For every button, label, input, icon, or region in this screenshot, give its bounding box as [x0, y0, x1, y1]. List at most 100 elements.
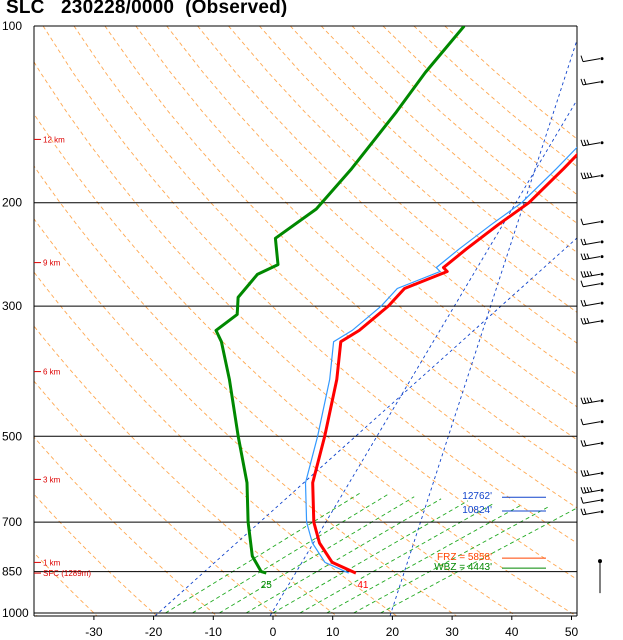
temperature-tick-label: -30 — [85, 625, 103, 639]
wind-barb-flag — [583, 317, 587, 324]
temperature-tick-label: 10 — [326, 625, 340, 639]
height-label: 12 km — [43, 135, 65, 144]
mixing-ratio-line — [154, 237, 577, 616]
pressure-tick-label: 1000 — [2, 606, 29, 620]
moist-adiabat-line — [165, 492, 361, 614]
surface-wind-station — [598, 559, 602, 564]
wind-barb-station — [600, 488, 604, 492]
dry-adiabat-line — [42, 26, 577, 544]
wind-barb-flag — [589, 271, 593, 277]
wind-barbs — [580, 55, 604, 594]
wind-barb — [580, 55, 604, 63]
moist-adiabat-line — [299, 502, 496, 614]
wind-barb-flag — [580, 418, 584, 425]
wind-barb-flag — [580, 271, 584, 278]
wind-barb-flag — [580, 508, 584, 515]
temperature-tick-label: 20 — [386, 625, 400, 639]
wind-barb-flag — [586, 271, 590, 277]
wind-barb-flag — [583, 299, 587, 306]
wind-barb-station — [600, 510, 604, 514]
wind-barb — [580, 418, 604, 426]
wind-barb-station — [600, 301, 604, 305]
wind-barb-station — [600, 420, 604, 424]
wind-barb-station — [600, 240, 604, 244]
dry-adiabat-line — [34, 113, 577, 616]
dry-adiabat-line — [34, 436, 218, 616]
wind-barb-station — [600, 80, 604, 84]
wind-barb — [580, 486, 604, 494]
wind-barb-station — [600, 174, 604, 178]
wind-barb-flag — [580, 317, 584, 325]
wind-barb-station — [600, 282, 604, 286]
wind-barb-flag — [580, 55, 584, 62]
wind-barb-station — [600, 57, 604, 61]
wind-barb-station — [600, 471, 604, 475]
wind-barb-flag — [586, 172, 590, 178]
height-label: 9 km — [43, 259, 61, 268]
dry-adiabat-line — [197, 26, 577, 376]
wind-barb-flag — [580, 299, 584, 307]
surface-temperature-label: 41 — [357, 580, 369, 591]
mixing-ratio-line — [269, 99, 577, 616]
moist-adiabat-line — [192, 494, 388, 614]
axes: -30 -20 -10 0 10 20 30 40 50 — [33, 26, 579, 639]
dry-adiabat-line — [34, 612, 38, 616]
dry-adiabat-line — [289, 26, 577, 283]
pressure-tick-label: 500 — [2, 429, 22, 443]
wind-barb-flag — [586, 317, 590, 324]
dry-adiabat-line — [34, 552, 98, 616]
wind-barb — [580, 271, 604, 278]
wind-barb-station — [600, 272, 604, 276]
wind-barb-station — [600, 441, 604, 445]
dry-adiabat-line — [228, 26, 577, 344]
dry-adiabat-line — [34, 61, 577, 580]
wind-barb-flag — [586, 397, 590, 403]
wind-barb — [580, 280, 604, 288]
height-label: 1 km — [43, 558, 61, 567]
dry-adiabat-line — [34, 271, 398, 616]
height-label: 6 km — [43, 368, 61, 377]
wind-barb — [580, 317, 604, 325]
wind-barb-flag — [580, 139, 584, 146]
level-indicator-label: 12762' — [462, 491, 492, 502]
wind-barb-flag — [586, 470, 590, 476]
wind-barb-station — [600, 498, 604, 502]
wind-barb — [580, 238, 604, 246]
dry-adiabat-line — [382, 26, 577, 196]
wind-barb — [580, 440, 604, 447]
wind-barb-flag — [589, 397, 593, 403]
moist-adiabat-line — [380, 508, 576, 614]
height-labels: 12 km 9 km 6 km 3 km 1 km SFC (1289m) — [34, 135, 91, 578]
wind-barb — [580, 397, 604, 405]
wind-barb-flag — [583, 172, 587, 179]
adiabat-lines — [34, 26, 577, 616]
dry-adiabat-line — [73, 26, 577, 509]
pressure-tick-label: 300 — [2, 299, 22, 313]
temperature-tick-label: 50 — [565, 625, 579, 639]
mixing-ratio-line — [389, 39, 577, 616]
wind-barb — [580, 508, 604, 516]
moist-adiabat-line — [272, 500, 469, 614]
dry-adiabat-line — [444, 26, 577, 140]
wind-barb — [580, 78, 604, 86]
wind-barb — [580, 172, 604, 180]
wind-barb-staff — [582, 421, 601, 426]
wind-barb-flag — [580, 218, 584, 225]
pressure-tick-label: 100 — [2, 19, 22, 33]
temperature-tick-label: 40 — [505, 625, 519, 639]
wind-barb-flag — [586, 487, 590, 493]
wind-barb-flag — [586, 139, 590, 145]
wind-barb-station — [600, 399, 604, 403]
dry-adiabat-line — [135, 26, 577, 441]
temperature-tick-label: -20 — [145, 625, 163, 639]
virtual-temperature-line — [304, 146, 577, 574]
dry-adiabat-line — [34, 218, 458, 616]
wind-barb-staff — [582, 221, 601, 226]
wind-barb-staff — [582, 58, 601, 63]
wind-barb-flag — [583, 487, 587, 493]
pressure-tick-label: 200 — [2, 196, 22, 210]
moist-adiabat-line — [353, 506, 549, 614]
wind-barb-flag — [580, 440, 584, 447]
pressure-tick-label: 700 — [2, 515, 22, 529]
